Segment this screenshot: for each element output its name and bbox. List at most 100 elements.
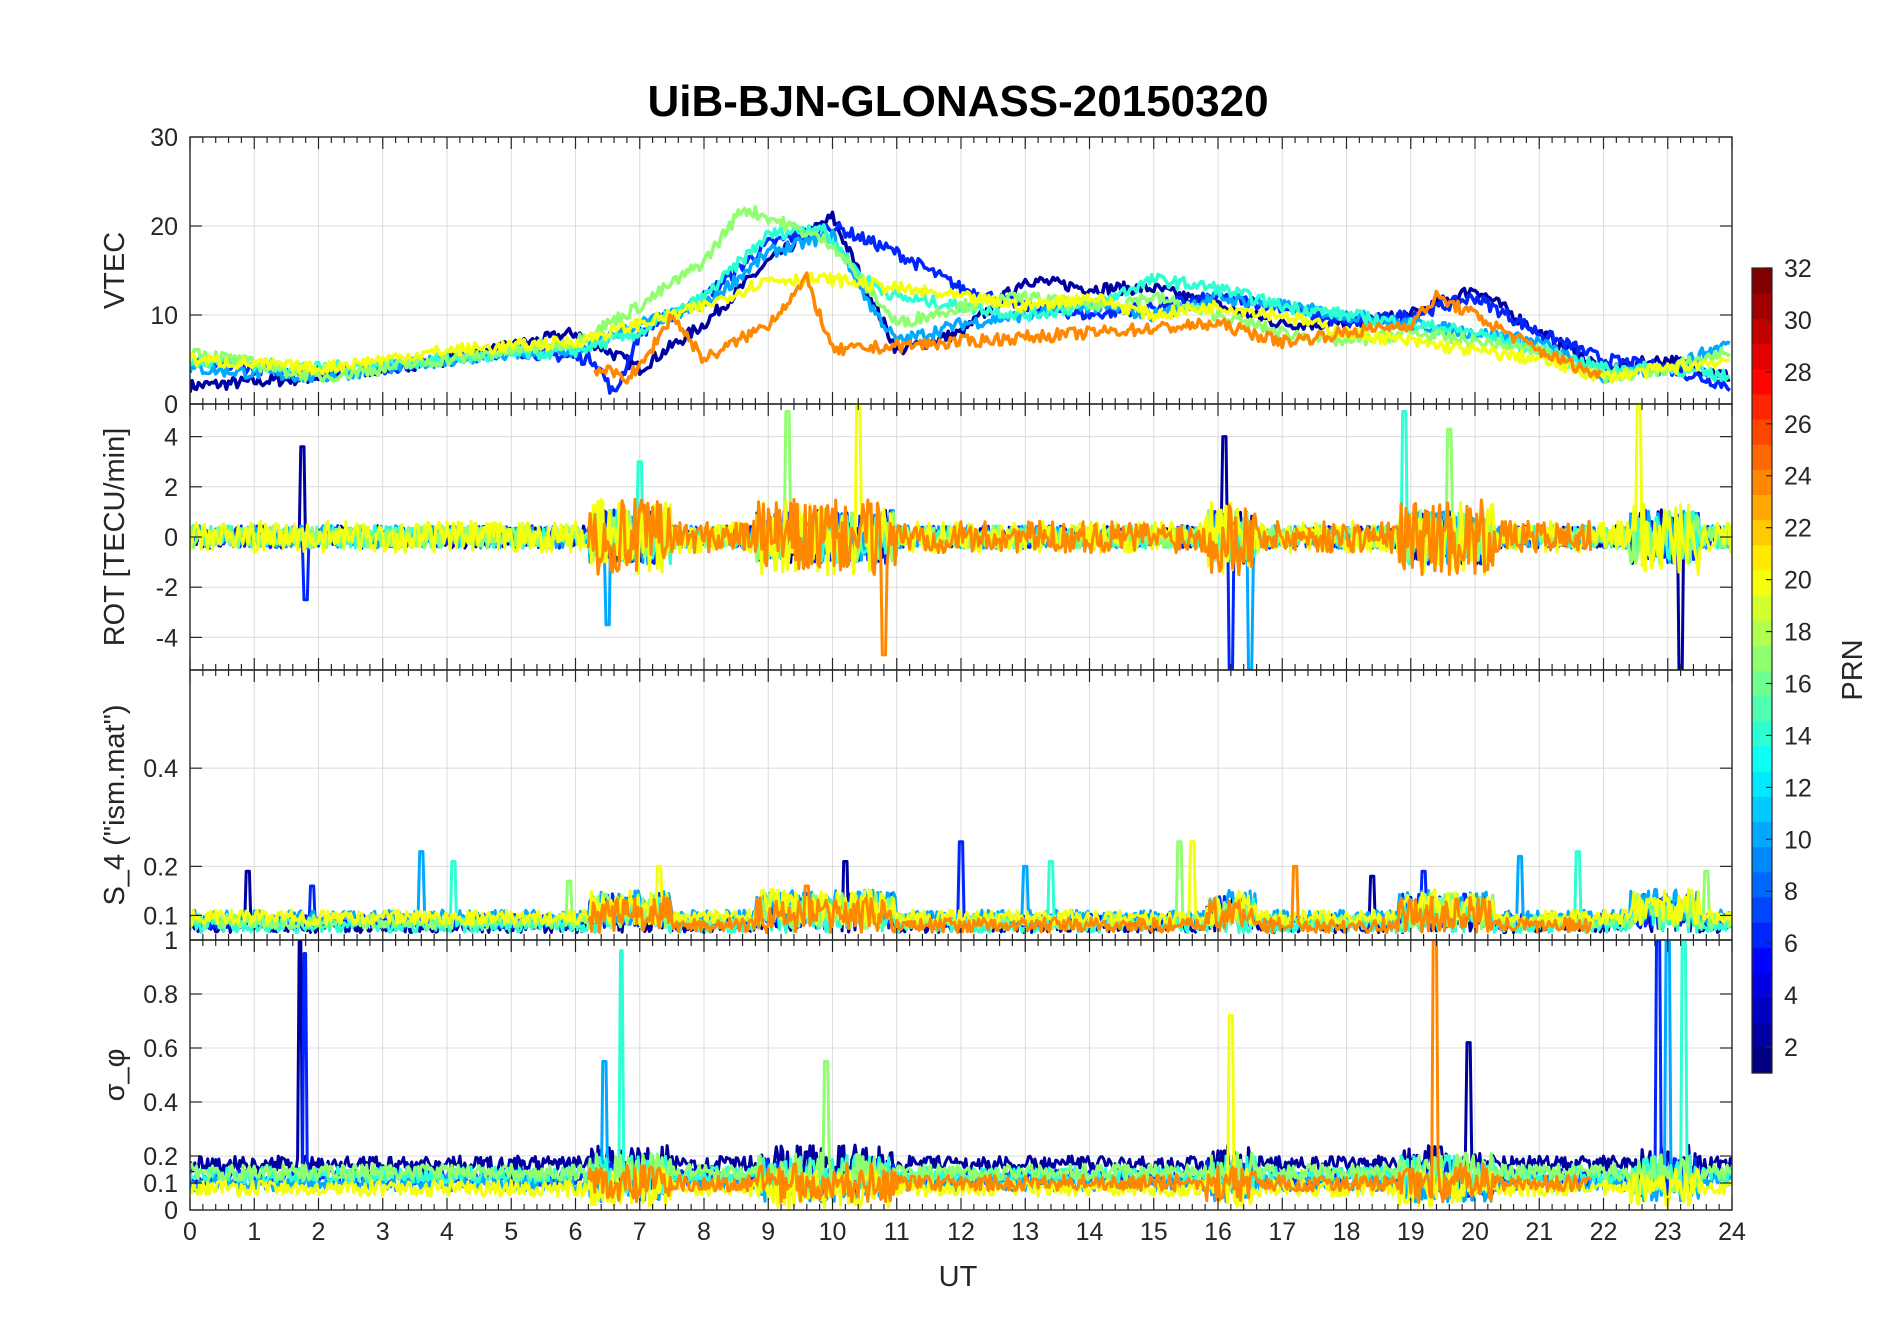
y-axis-label: ROT [TECU/min] — [99, 428, 131, 647]
y-tick-label: 0 — [164, 391, 178, 419]
colorbar-tick-label: 22 — [1784, 515, 1812, 543]
y-tick-label: 0.2 — [143, 853, 178, 881]
colorbar-band — [1752, 569, 1772, 596]
y-tick-label: 0.1 — [143, 1170, 178, 1198]
series-group — [190, 205, 1731, 395]
colorbar-band — [1752, 418, 1772, 445]
colorbar-tick-label: 16 — [1784, 670, 1812, 698]
y-axis-label: S_4 ("ism.mat") — [99, 704, 131, 905]
x-tick-label: 18 — [1333, 1218, 1361, 1246]
colorbar-tick-label: 32 — [1784, 255, 1812, 283]
colorbar-band — [1752, 620, 1772, 646]
colorbar-band — [1752, 922, 1772, 948]
y-tick-label: 4 — [164, 424, 178, 452]
colorbar-tick-label: 26 — [1784, 411, 1812, 439]
colorbar-band — [1752, 519, 1772, 546]
x-tick-label: 9 — [761, 1218, 775, 1246]
y-tick-label: 10 — [150, 302, 178, 330]
y-tick-label: 20 — [150, 213, 178, 241]
colorbar-band — [1752, 997, 1772, 1024]
colorbar-band — [1752, 318, 1772, 345]
colorbar-tick-label: 4 — [1784, 982, 1798, 1010]
x-tick-label: 4 — [440, 1218, 454, 1246]
colorbar-band — [1752, 268, 1772, 294]
x-tick-label: 22 — [1590, 1218, 1618, 1246]
chart-title: UiB-BJN-GLONASS-20150320 — [647, 77, 1268, 126]
colorbar-band — [1752, 821, 1772, 848]
x-tick-label: 11 — [884, 1218, 910, 1246]
x-tick-label: 12 — [947, 1218, 975, 1246]
x-tick-label: 8 — [697, 1218, 711, 1246]
colorbar-tick-label: 28 — [1784, 359, 1812, 387]
x-tick-label: 2 — [312, 1218, 326, 1246]
s4-series-prn-24 — [587, 864, 1593, 935]
y-tick-label: 0.4 — [143, 1089, 178, 1117]
x-tick-label: 17 — [1268, 1218, 1296, 1246]
y-tick-label: -4 — [156, 624, 178, 652]
x-tick-label: 3 — [376, 1218, 390, 1246]
sigma-phi-series-prn-2 — [190, 940, 1732, 1185]
x-tick-label: 24 — [1718, 1218, 1746, 1246]
series-group — [190, 404, 1732, 670]
panel-s4: 0.1 0.2 0.4 S_4 ("ism.mat") — [99, 669, 1733, 941]
x-tick-label: 7 — [633, 1218, 647, 1246]
y-tick-label: 0.4 — [143, 755, 178, 783]
vtec-series-prn-14 — [190, 223, 1731, 383]
vtec-series-prn-17 — [190, 205, 1731, 385]
colorbar-tick-label: 18 — [1784, 619, 1812, 647]
colorbar-band — [1752, 444, 1772, 470]
x-tick-label: 5 — [504, 1218, 518, 1246]
colorbar-label: PRN — [1837, 639, 1869, 700]
colorbar-band — [1752, 871, 1772, 898]
colorbar-band — [1752, 846, 1772, 873]
colorbar-band — [1752, 645, 1772, 672]
series-group — [190, 940, 1732, 1210]
rot-series-prn-24 — [586, 497, 1593, 657]
colorbar-band — [1752, 947, 1772, 973]
x-axis-label: UT — [939, 1261, 978, 1293]
colorbar-tick-label: 30 — [1784, 307, 1812, 335]
colorbar-band — [1752, 293, 1772, 319]
colorbar-band — [1752, 670, 1772, 697]
colorbar-band — [1752, 720, 1772, 747]
panel-rot: -4 -2 0 2 4 ROT [TECU/min] — [99, 403, 1733, 671]
x-tick-label: 15 — [1140, 1218, 1168, 1246]
x-tick-label: 16 — [1204, 1218, 1232, 1246]
colorbar-tick-label: 14 — [1784, 722, 1812, 750]
panel-sigma-phi: 00.10.2 0.4 0.6 0.8 1 σ_φ — [99, 927, 1733, 1225]
x-tick-label: 10 — [819, 1218, 847, 1246]
colorbar-band — [1752, 695, 1772, 722]
y-tick-label: 0.8 — [143, 981, 178, 1009]
y-tick-label: 2 — [164, 474, 178, 502]
colorbar-band — [1752, 494, 1772, 521]
colorbar-box — [1751, 267, 1773, 1074]
y-axis-label: VTEC — [99, 232, 131, 309]
panel-vtec: 0 10 20 30 VTEC — [99, 124, 1733, 419]
vtec-series-prn-20 — [190, 271, 1731, 384]
colorbar-band — [1752, 796, 1772, 823]
x-tick-label: 19 — [1397, 1218, 1425, 1246]
colorbar-band — [1752, 595, 1772, 621]
axes-box — [189, 939, 1733, 1211]
y-tick-label: 0 — [164, 524, 178, 552]
sigma-phi-series-prn-24 — [586, 940, 1592, 1204]
x-tick-label: 23 — [1654, 1218, 1682, 1246]
colorbar-band — [1752, 896, 1772, 923]
colorbar-band — [1752, 343, 1772, 370]
colorbar-band — [1752, 469, 1772, 496]
x-tick-label: 21 — [1525, 1218, 1553, 1246]
vtec-series-prn-24 — [593, 271, 1603, 385]
x-tick-label: 14 — [1076, 1218, 1104, 1246]
y-tick-label: 0 — [164, 1197, 178, 1225]
colorbar-tick-label: 20 — [1784, 567, 1812, 595]
colorbar-tick-label: 12 — [1784, 774, 1812, 802]
x-tick-label: 1 — [247, 1218, 261, 1246]
x-tick-label: 0 — [183, 1218, 197, 1246]
colorbar-band — [1752, 393, 1772, 420]
colorbar-tick-label: 10 — [1784, 826, 1812, 854]
x-tick-label: 6 — [569, 1218, 583, 1246]
colorbar-band — [1752, 544, 1772, 571]
y-tick-label: 1 — [164, 927, 178, 955]
x-tick-label: 20 — [1461, 1218, 1489, 1246]
